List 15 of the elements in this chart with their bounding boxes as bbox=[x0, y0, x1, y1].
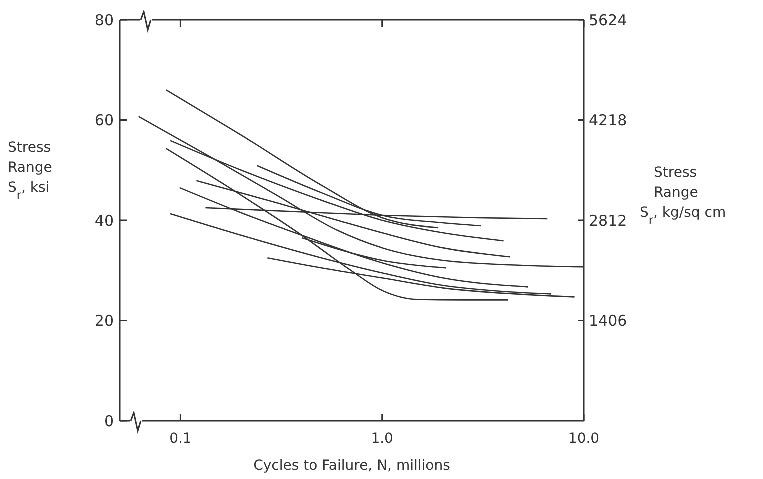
x-tick-label: 10.0 bbox=[568, 431, 600, 447]
y-axis-title: Stress Range S$_{r}$, ksi bbox=[8, 140, 52, 202]
y2-tick-label: 4218 bbox=[589, 112, 628, 130]
y-tick-label: 60 bbox=[94, 112, 114, 130]
x-tick-label: 1.0 bbox=[371, 431, 394, 447]
y2-tick-label: 2812 bbox=[589, 212, 628, 230]
x-tick-label: 0.1 bbox=[170, 431, 192, 447]
y2-axis-title: Stress Range S$_{r}$, kg/sq cm bbox=[640, 165, 726, 226]
y-tick-label: 0 bbox=[104, 412, 114, 430]
y-tick-label: 40 bbox=[94, 212, 114, 230]
y2-tick-label: 1406 bbox=[589, 312, 628, 330]
y-tick-label: 20 bbox=[94, 312, 114, 330]
y-tick-label: 80 bbox=[94, 11, 114, 30]
x-axis-title: Cycles to Failure, N, millions bbox=[254, 458, 450, 474]
y2-tick-label: 5624 bbox=[589, 11, 628, 30]
